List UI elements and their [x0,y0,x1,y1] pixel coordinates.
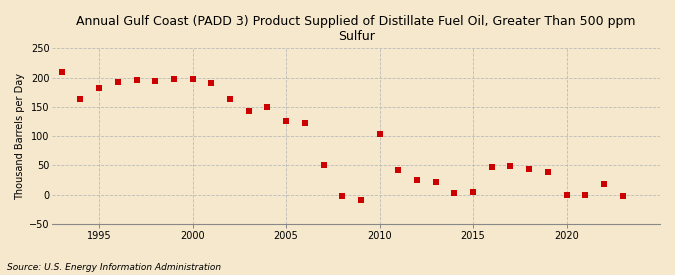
Title: Annual Gulf Coast (PADD 3) Product Supplied of Distillate Fuel Oil, Greater Than: Annual Gulf Coast (PADD 3) Product Suppl… [76,15,636,43]
Point [580,193,591,197]
Point [225,97,236,101]
Point [187,77,198,81]
Point [468,189,479,194]
Point [300,120,310,125]
Point [169,76,180,81]
Point [543,170,554,175]
Point [281,119,292,123]
Point [505,164,516,168]
Point [599,182,610,186]
Text: Source: U.S. Energy Information Administration: Source: U.S. Energy Information Administ… [7,263,221,272]
Point [262,104,273,109]
Point [412,178,423,182]
Point [243,109,254,113]
Point [94,85,105,90]
Point [57,70,68,74]
Y-axis label: Thousand Barrels per Day: Thousand Barrels per Day [15,73,25,200]
Point [561,193,572,197]
Point [318,163,329,167]
Point [337,194,348,199]
Point [393,168,404,172]
Point [374,132,385,136]
Point [617,194,628,198]
Point [356,198,367,203]
Point [430,180,441,184]
Point [150,79,161,83]
Point [113,80,124,84]
Point [206,81,217,85]
Point [449,191,460,195]
Point [487,165,497,169]
Point [131,78,142,82]
Point [524,167,535,171]
Point [75,97,86,101]
